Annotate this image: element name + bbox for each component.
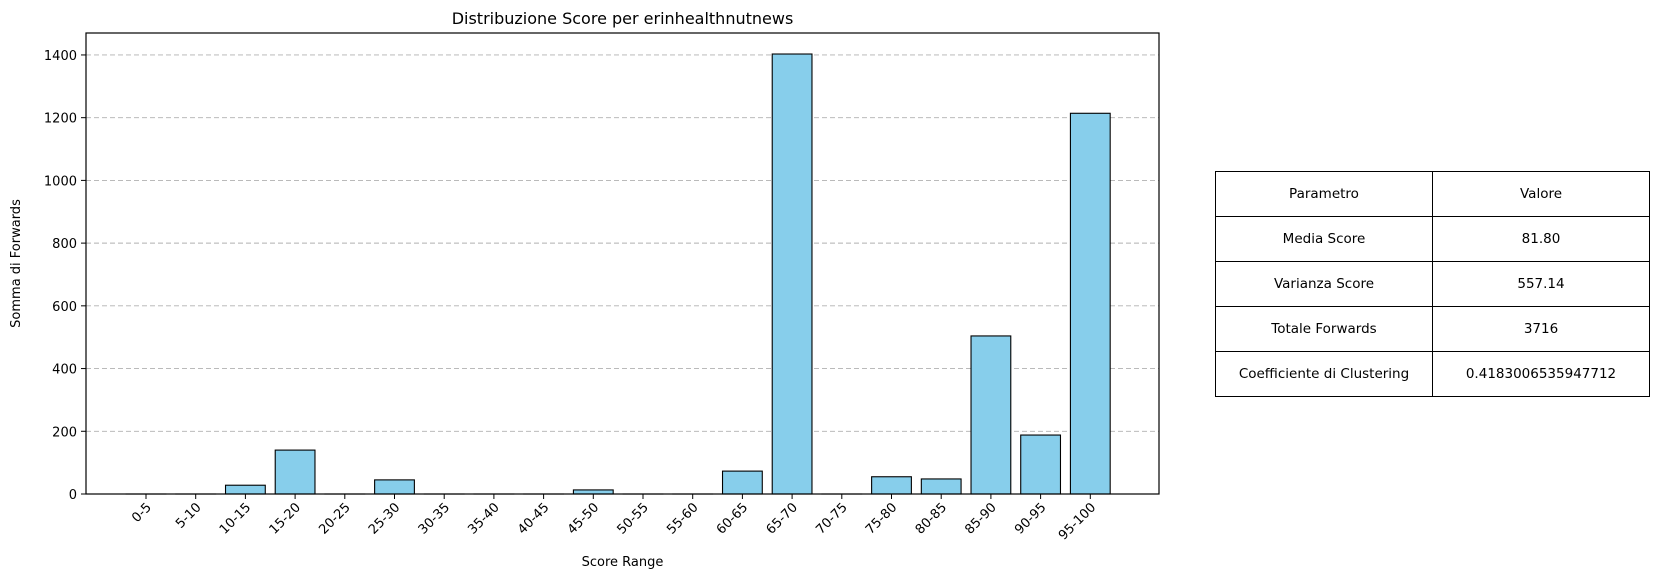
table-cell-parameter: Varianza Score (1215, 261, 1433, 307)
x-tick-label: 50-55 (615, 500, 652, 537)
x-tick-label: 25-30 (366, 500, 403, 537)
table-cell-value: 0.4183006535947712 (1432, 351, 1650, 397)
x-tick-label: 35-40 (465, 500, 502, 537)
x-tick-label: 65-70 (764, 500, 801, 537)
y-tick-label: 1200 (44, 112, 77, 127)
table-header-cell: Parametro (1215, 171, 1433, 217)
bar-85-90 (970, 335, 1012, 495)
table-header-row: Parametro Valore (1215, 171, 1650, 217)
x-tick-label: 75-80 (863, 500, 900, 537)
table-cell-parameter: Coefficiente di Clustering (1215, 351, 1433, 397)
x-tick-label: 80-85 (913, 500, 950, 537)
x-axis-ticks: 0-5 5-10 10-15 15-20 20-25 25-30 30-35 35-40 40-… (129, 494, 1099, 543)
stats-table: Parametro Valore Media Score 81.80 Varia… (1215, 171, 1650, 397)
bar-25-30 (374, 479, 415, 495)
table-row: Varianza Score 557.14 (1215, 261, 1650, 307)
plot-area-frame (85, 32, 1160, 495)
grid-lines (86, 54, 1159, 432)
chart-title: Distribuzione Score per erinhealthnutnew… (452, 9, 794, 28)
x-tick-label: 55-60 (664, 500, 701, 537)
x-tick-label: 40-45 (515, 500, 552, 537)
table-cell-value: 557.14 (1432, 261, 1650, 307)
table-cell-value: 81.80 (1432, 216, 1650, 262)
bar-series (125, 53, 1111, 495)
x-axis-label: Score Range (582, 555, 664, 570)
x-tick-label: 15-20 (267, 500, 304, 537)
bar-75-80 (871, 476, 912, 495)
x-tick-label: 85-90 (962, 500, 999, 537)
table-cell-parameter: Totale Forwards (1215, 306, 1433, 352)
table-row: Totale Forwards 3716 (1215, 306, 1650, 352)
y-tick-label: 400 (52, 363, 77, 378)
bar-65-70 (771, 53, 813, 495)
x-tick-label: 20-25 (316, 500, 353, 537)
x-tick-label: 60-65 (714, 500, 751, 537)
bar-10-15 (224, 484, 266, 495)
y-axis-ticks: 0 200 400 600 800 1000 1200 1400 (44, 49, 86, 503)
y-tick-label: 800 (52, 237, 77, 252)
y-tick-label: 1400 (44, 49, 77, 64)
table-header-cell: Valore (1432, 171, 1650, 217)
bar-15-20 (274, 449, 316, 495)
y-axis-label: Somma di Forwards (9, 199, 24, 328)
bar-45-50 (572, 489, 614, 495)
x-tick-label: 0-5 (129, 500, 155, 526)
table-row: Media Score 81.80 (1215, 216, 1650, 262)
y-tick-label: 600 (52, 300, 77, 315)
table-row: Coefficiente di Clustering 0.41830065359… (1215, 351, 1650, 397)
x-tick-label: 95-100 (1056, 500, 1099, 543)
x-tick-label: 10-15 (217, 500, 254, 537)
bar-80-85 (920, 478, 962, 495)
y-tick-label: 200 (52, 425, 77, 440)
y-tick-label: 0 (69, 488, 77, 503)
table-cell-parameter: Media Score (1215, 216, 1433, 262)
x-tick-label: 5-10 (173, 500, 204, 531)
x-tick-label: 90-95 (1012, 500, 1049, 537)
x-tick-label: 30-35 (416, 500, 453, 537)
table-cell-value: 3716 (1432, 306, 1650, 352)
y-tick-label: 1000 (44, 174, 77, 189)
x-tick-label: 70-75 (813, 500, 850, 537)
bar-95-100 (1069, 112, 1111, 495)
bar-60-65 (721, 470, 763, 495)
x-tick-label: 45-50 (565, 500, 602, 537)
bar-90-95 (1020, 434, 1062, 495)
